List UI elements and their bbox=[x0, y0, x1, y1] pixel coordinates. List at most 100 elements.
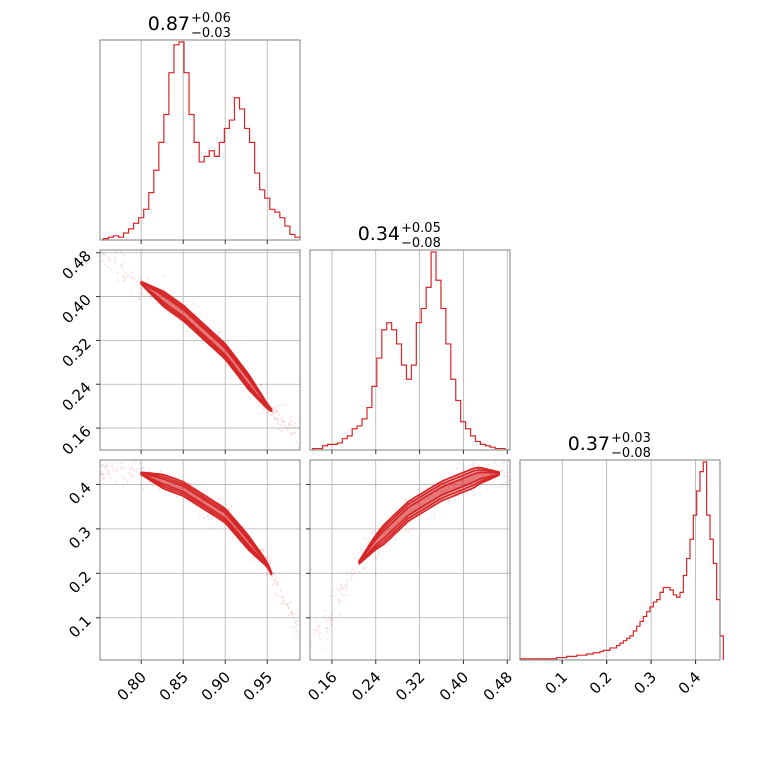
param-title-minus: −0.03 bbox=[191, 26, 231, 41]
sample-point bbox=[457, 494, 460, 498]
sample-point bbox=[426, 497, 430, 500]
contour-level-3 bbox=[358, 471, 500, 564]
sample-point bbox=[151, 485, 154, 488]
sample-point bbox=[290, 610, 293, 613]
sample-point bbox=[492, 480, 495, 483]
grid-lines bbox=[140, 40, 268, 240]
sample-point bbox=[122, 461, 125, 464]
sample-point bbox=[132, 467, 135, 470]
sample-point bbox=[286, 429, 289, 432]
sample-point bbox=[340, 587, 344, 590]
sample-point bbox=[292, 431, 296, 434]
sample-point bbox=[503, 474, 506, 477]
y-tick-label: 0.1 bbox=[65, 612, 95, 642]
y-tick-label: 0.2 bbox=[65, 567, 95, 597]
sample-point bbox=[462, 466, 465, 470]
sample-point bbox=[101, 464, 104, 467]
sample-point bbox=[135, 280, 138, 283]
sample-point bbox=[259, 548, 262, 551]
sample-point bbox=[243, 375, 246, 378]
sample-point bbox=[395, 521, 398, 525]
grid-lines bbox=[561, 460, 696, 660]
sample-point bbox=[116, 470, 119, 473]
sample-point bbox=[174, 316, 177, 319]
sample-point bbox=[338, 601, 341, 604]
sample-point bbox=[133, 460, 136, 463]
sample-point bbox=[278, 404, 282, 407]
sample-point bbox=[366, 542, 370, 545]
sample-point bbox=[139, 467, 142, 471]
sample-point bbox=[472, 462, 475, 465]
sample-point bbox=[289, 433, 293, 436]
sample-point bbox=[318, 625, 321, 628]
sample-point bbox=[168, 473, 171, 476]
sample-point bbox=[289, 431, 292, 434]
sample-point bbox=[507, 479, 510, 482]
sample-point bbox=[269, 563, 272, 566]
x-tick-label: 0.3 bbox=[630, 668, 660, 698]
sample-point bbox=[351, 568, 354, 571]
sample-point bbox=[210, 516, 213, 519]
sample-point bbox=[272, 411, 275, 414]
sample-point bbox=[286, 603, 289, 606]
sample-point bbox=[119, 466, 122, 469]
sample-point bbox=[274, 578, 277, 582]
sample-point bbox=[105, 464, 109, 467]
sample-point bbox=[105, 468, 108, 471]
grid-lines bbox=[331, 250, 508, 450]
sample-point bbox=[118, 462, 122, 465]
sample-point bbox=[352, 556, 355, 560]
sample-point bbox=[148, 470, 151, 473]
y-tick-label: 0.40 bbox=[58, 291, 94, 327]
sample-point bbox=[227, 508, 230, 511]
sample-point bbox=[143, 295, 146, 298]
sample-point bbox=[281, 421, 285, 424]
sample-point bbox=[124, 271, 127, 274]
x-tick-label: 0.95 bbox=[240, 668, 276, 704]
sample-point bbox=[122, 260, 125, 264]
sample-point bbox=[175, 495, 179, 498]
x-tick-label: 0.40 bbox=[436, 668, 472, 704]
sample-point bbox=[504, 481, 508, 484]
sample-point bbox=[265, 555, 268, 558]
sample-point bbox=[261, 548, 264, 551]
sample-point bbox=[131, 277, 134, 280]
x-tick-label: 0.2 bbox=[586, 668, 616, 698]
sample-point bbox=[478, 492, 481, 495]
sample-point bbox=[394, 537, 397, 540]
sample-point bbox=[116, 279, 119, 282]
sample-point bbox=[433, 515, 436, 518]
sample-point bbox=[133, 276, 136, 279]
sample-point bbox=[127, 472, 131, 475]
sample-point bbox=[106, 248, 108, 250]
sample-point bbox=[452, 483, 455, 486]
sample-point bbox=[122, 275, 126, 278]
sample-point bbox=[479, 457, 481, 459]
sample-point bbox=[330, 623, 333, 626]
sample-point bbox=[297, 418, 300, 421]
x-tick-label: 0.48 bbox=[480, 668, 516, 704]
panel-frame bbox=[309, 459, 511, 661]
sample-point bbox=[500, 486, 503, 489]
sample-point bbox=[141, 293, 144, 296]
sample-point bbox=[272, 573, 275, 576]
sample-point bbox=[281, 595, 284, 598]
sample-point bbox=[290, 426, 293, 429]
sample-point bbox=[222, 523, 226, 526]
sample-point bbox=[140, 278, 143, 281]
x-tick-label: 0.4 bbox=[675, 668, 705, 698]
sample-point bbox=[138, 298, 141, 301]
sample-point bbox=[334, 594, 338, 598]
sample-point bbox=[338, 600, 341, 603]
sample-point bbox=[350, 576, 354, 579]
sample-point bbox=[275, 576, 278, 579]
sample-point bbox=[162, 288, 165, 291]
sample-point bbox=[242, 525, 245, 528]
sample-point bbox=[283, 424, 286, 428]
y-tick-label: 0.4 bbox=[65, 479, 95, 509]
sample-point bbox=[332, 608, 336, 611]
sample-point bbox=[294, 633, 297, 636]
sample-point bbox=[129, 290, 133, 293]
sample-point bbox=[103, 252, 106, 255]
sample-point bbox=[102, 476, 106, 479]
